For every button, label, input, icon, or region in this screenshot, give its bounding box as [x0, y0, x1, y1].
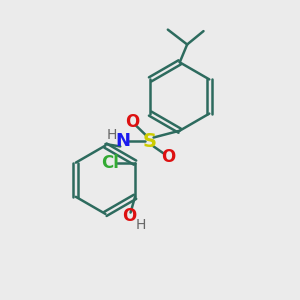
- Text: S: S: [143, 132, 157, 151]
- Text: O: O: [161, 148, 175, 166]
- Text: O: O: [125, 113, 139, 131]
- Text: N: N: [116, 132, 131, 150]
- Text: O: O: [122, 207, 136, 225]
- Text: H: H: [107, 128, 117, 142]
- Text: Cl: Cl: [101, 154, 119, 172]
- Text: H: H: [136, 218, 146, 232]
